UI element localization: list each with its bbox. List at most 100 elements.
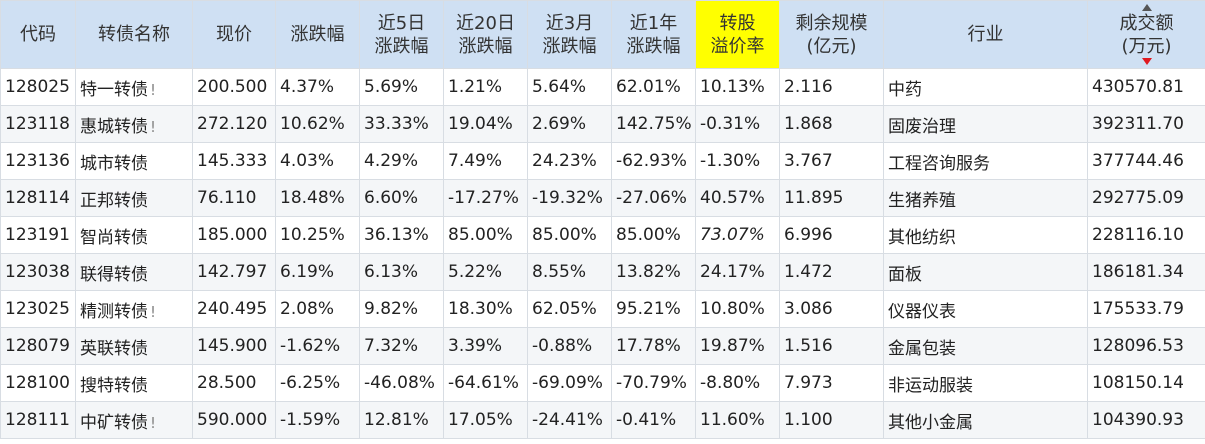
d5-change-cell: 33.33%: [359, 105, 444, 143]
change-change-cell: -6.25%: [275, 364, 360, 402]
bond-name-link[interactable]: 智尚转债: [75, 216, 193, 254]
m3-change-cell: -0.88%: [527, 327, 612, 365]
table-row[interactable]: 123136 城市转债 145.333 4.03% 4.29% 7.49% 24.23% -6…: [0, 142, 1205, 180]
col-header-5d-change[interactable]: 近5日 涨跌幅: [359, 0, 444, 69]
d5-change-cell: 6.60%: [359, 179, 444, 217]
change-change-cell: 6.19%: [275, 253, 360, 291]
y1-change-cell: 17.78%: [611, 327, 696, 365]
industry-cell: 其他纺织: [883, 216, 1088, 254]
d5-change-cell: 36.13%: [359, 216, 444, 254]
bond-code-link[interactable]: 123118: [0, 105, 76, 143]
change-change-cell: -1.62%: [275, 327, 360, 365]
premium-cell: 10.80%: [695, 290, 780, 328]
bond-name-link[interactable]: 英联转债: [75, 327, 193, 365]
premium-cell: 24.17%: [695, 253, 780, 291]
change-change-cell: -1.59%: [275, 401, 360, 439]
table-header-row: 代码 转债名称 现价 涨跌幅 近5日 涨跌幅 近20日 涨跌幅 近3月 涨跌幅 近1年…: [0, 0, 1205, 69]
d5-change-cell: 4.29%: [359, 142, 444, 180]
sort-ascending-icon[interactable]: [1141, 4, 1152, 11]
table-row[interactable]: 123025 精测转债! 240.495 2.08% 9.82% 18.30% 62.05%…: [0, 290, 1205, 328]
volume-cell: 377744.46: [1087, 142, 1205, 180]
bond-code-link[interactable]: 123025: [0, 290, 76, 328]
d20-change-cell: 7.49%: [443, 142, 528, 180]
bond-name-link[interactable]: 城市转债: [75, 142, 193, 180]
price-cell: 145.900: [192, 327, 276, 365]
bond-name-link[interactable]: 联得转债: [75, 253, 193, 291]
bond-code-link[interactable]: 128025: [0, 68, 76, 106]
industry-cell: 面板: [883, 253, 1088, 291]
premium-cell: 19.87%: [695, 327, 780, 365]
price-cell: 200.500: [192, 68, 276, 106]
industry-cell: 生猪养殖: [883, 179, 1088, 217]
volume-cell: 175533.79: [1087, 290, 1205, 328]
bond-code-link[interactable]: 128114: [0, 179, 76, 217]
table-row[interactable]: 123038 联得转债 142.797 6.19% 6.13% 5.22% 8.55% 13.…: [0, 253, 1205, 291]
industry-cell: 固废治理: [883, 105, 1088, 143]
volume-cell: 228116.10: [1087, 216, 1205, 254]
bond-code-link[interactable]: 128079: [0, 327, 76, 365]
price-cell: 142.797: [192, 253, 276, 291]
volume-cell: 108150.14: [1087, 364, 1205, 402]
col-header-1y-change[interactable]: 近1年 涨跌幅: [611, 0, 696, 69]
d20-change-cell: 18.30%: [443, 290, 528, 328]
y1-change-cell: 13.82%: [611, 253, 696, 291]
warning-mark-icon: !: [150, 413, 157, 432]
table-row[interactable]: 123191 智尚转债 185.000 10.25% 36.13% 85.00% 85.00…: [0, 216, 1205, 254]
table-row[interactable]: 128111 中矿转债! 590.000 -1.59% 12.81% 17.05% -24.…: [0, 401, 1205, 439]
bond-code-link[interactable]: 123191: [0, 216, 76, 254]
col-header-20d-change[interactable]: 近20日 涨跌幅: [443, 0, 528, 69]
m3-change-cell: -69.09%: [527, 364, 612, 402]
col-header-price[interactable]: 现价: [192, 0, 276, 69]
m3-change-cell: 2.69%: [527, 105, 612, 143]
industry-cell: 中药: [883, 68, 1088, 106]
y1-change-cell: -70.79%: [611, 364, 696, 402]
bond-code-link[interactable]: 128111: [0, 401, 76, 439]
remaining-size-cell: 1.516: [779, 327, 884, 365]
table-row[interactable]: 123118 惠城转债! 272.120 10.62% 33.33% 19.04% 2.69…: [0, 105, 1205, 143]
bond-code-link[interactable]: 123136: [0, 142, 76, 180]
table-row[interactable]: 128114 正邦转债 76.110 18.48% 6.60% -17.27% -19.32…: [0, 179, 1205, 217]
table-row[interactable]: 128025 特一转债! 200.500 4.37% 5.69% 1.21% 5.64% 62…: [0, 68, 1205, 106]
remaining-size-cell: 1.100: [779, 401, 884, 439]
col-header-name[interactable]: 转债名称: [75, 0, 193, 69]
col-header-change[interactable]: 涨跌幅: [275, 0, 360, 69]
col-header-code[interactable]: 代码: [0, 0, 76, 69]
bond-name-link[interactable]: 中矿转债!: [75, 401, 193, 439]
d5-change-cell: 6.13%: [359, 253, 444, 291]
bond-name-link[interactable]: 精测转债!: [75, 290, 193, 328]
volume-cell: 292775.09: [1087, 179, 1205, 217]
change-change-cell: 4.37%: [275, 68, 360, 106]
bond-name-link[interactable]: 惠城转债!: [75, 105, 193, 143]
m3-change-cell: -24.41%: [527, 401, 612, 439]
warning-mark-icon: !: [150, 80, 157, 99]
remaining-size-cell: 3.086: [779, 290, 884, 328]
volume-cell: 186181.34: [1087, 253, 1205, 291]
col-header-premium[interactable]: 转股 溢价率: [695, 0, 780, 69]
price-cell: 28.500: [192, 364, 276, 402]
table-body: 128025 特一转债! 200.500 4.37% 5.69% 1.21% 5.64% 62…: [0, 68, 1205, 439]
bond-code-link[interactable]: 123038: [0, 253, 76, 291]
price-cell: 185.000: [192, 216, 276, 254]
col-header-3m-change[interactable]: 近3月 涨跌幅: [527, 0, 612, 69]
table-row[interactable]: 128100 搜特转债 28.500 -6.25% -46.08% -64.61% -69.…: [0, 364, 1205, 402]
d5-change-cell: 9.82%: [359, 290, 444, 328]
sort-descending-icon[interactable]: [1141, 58, 1152, 65]
bond-code-link[interactable]: 128100: [0, 364, 76, 402]
d20-change-cell: 3.39%: [443, 327, 528, 365]
d20-change-cell: 19.04%: [443, 105, 528, 143]
bond-name-link[interactable]: 正邦转债: [75, 179, 193, 217]
d20-change-cell: 1.21%: [443, 68, 528, 106]
col-header-volume[interactable]: 成交额 (万元): [1087, 0, 1205, 69]
col-header-remaining-size[interactable]: 剩余规模 (亿元): [779, 0, 884, 69]
y1-change-cell: 85.00%: [611, 216, 696, 254]
bond-name-link[interactable]: 搜特转债: [75, 364, 193, 402]
m3-change-cell: 62.05%: [527, 290, 612, 328]
col-header-industry[interactable]: 行业: [883, 0, 1088, 69]
bond-name-link[interactable]: 特一转债!: [75, 68, 193, 106]
table-row[interactable]: 128079 英联转债 145.900 -1.62% 7.32% 3.39% -0.88% 1…: [0, 327, 1205, 365]
change-change-cell: 2.08%: [275, 290, 360, 328]
d5-change-cell: 7.32%: [359, 327, 444, 365]
industry-cell: 仪器仪表: [883, 290, 1088, 328]
premium-cell: 73.07%: [695, 216, 780, 254]
